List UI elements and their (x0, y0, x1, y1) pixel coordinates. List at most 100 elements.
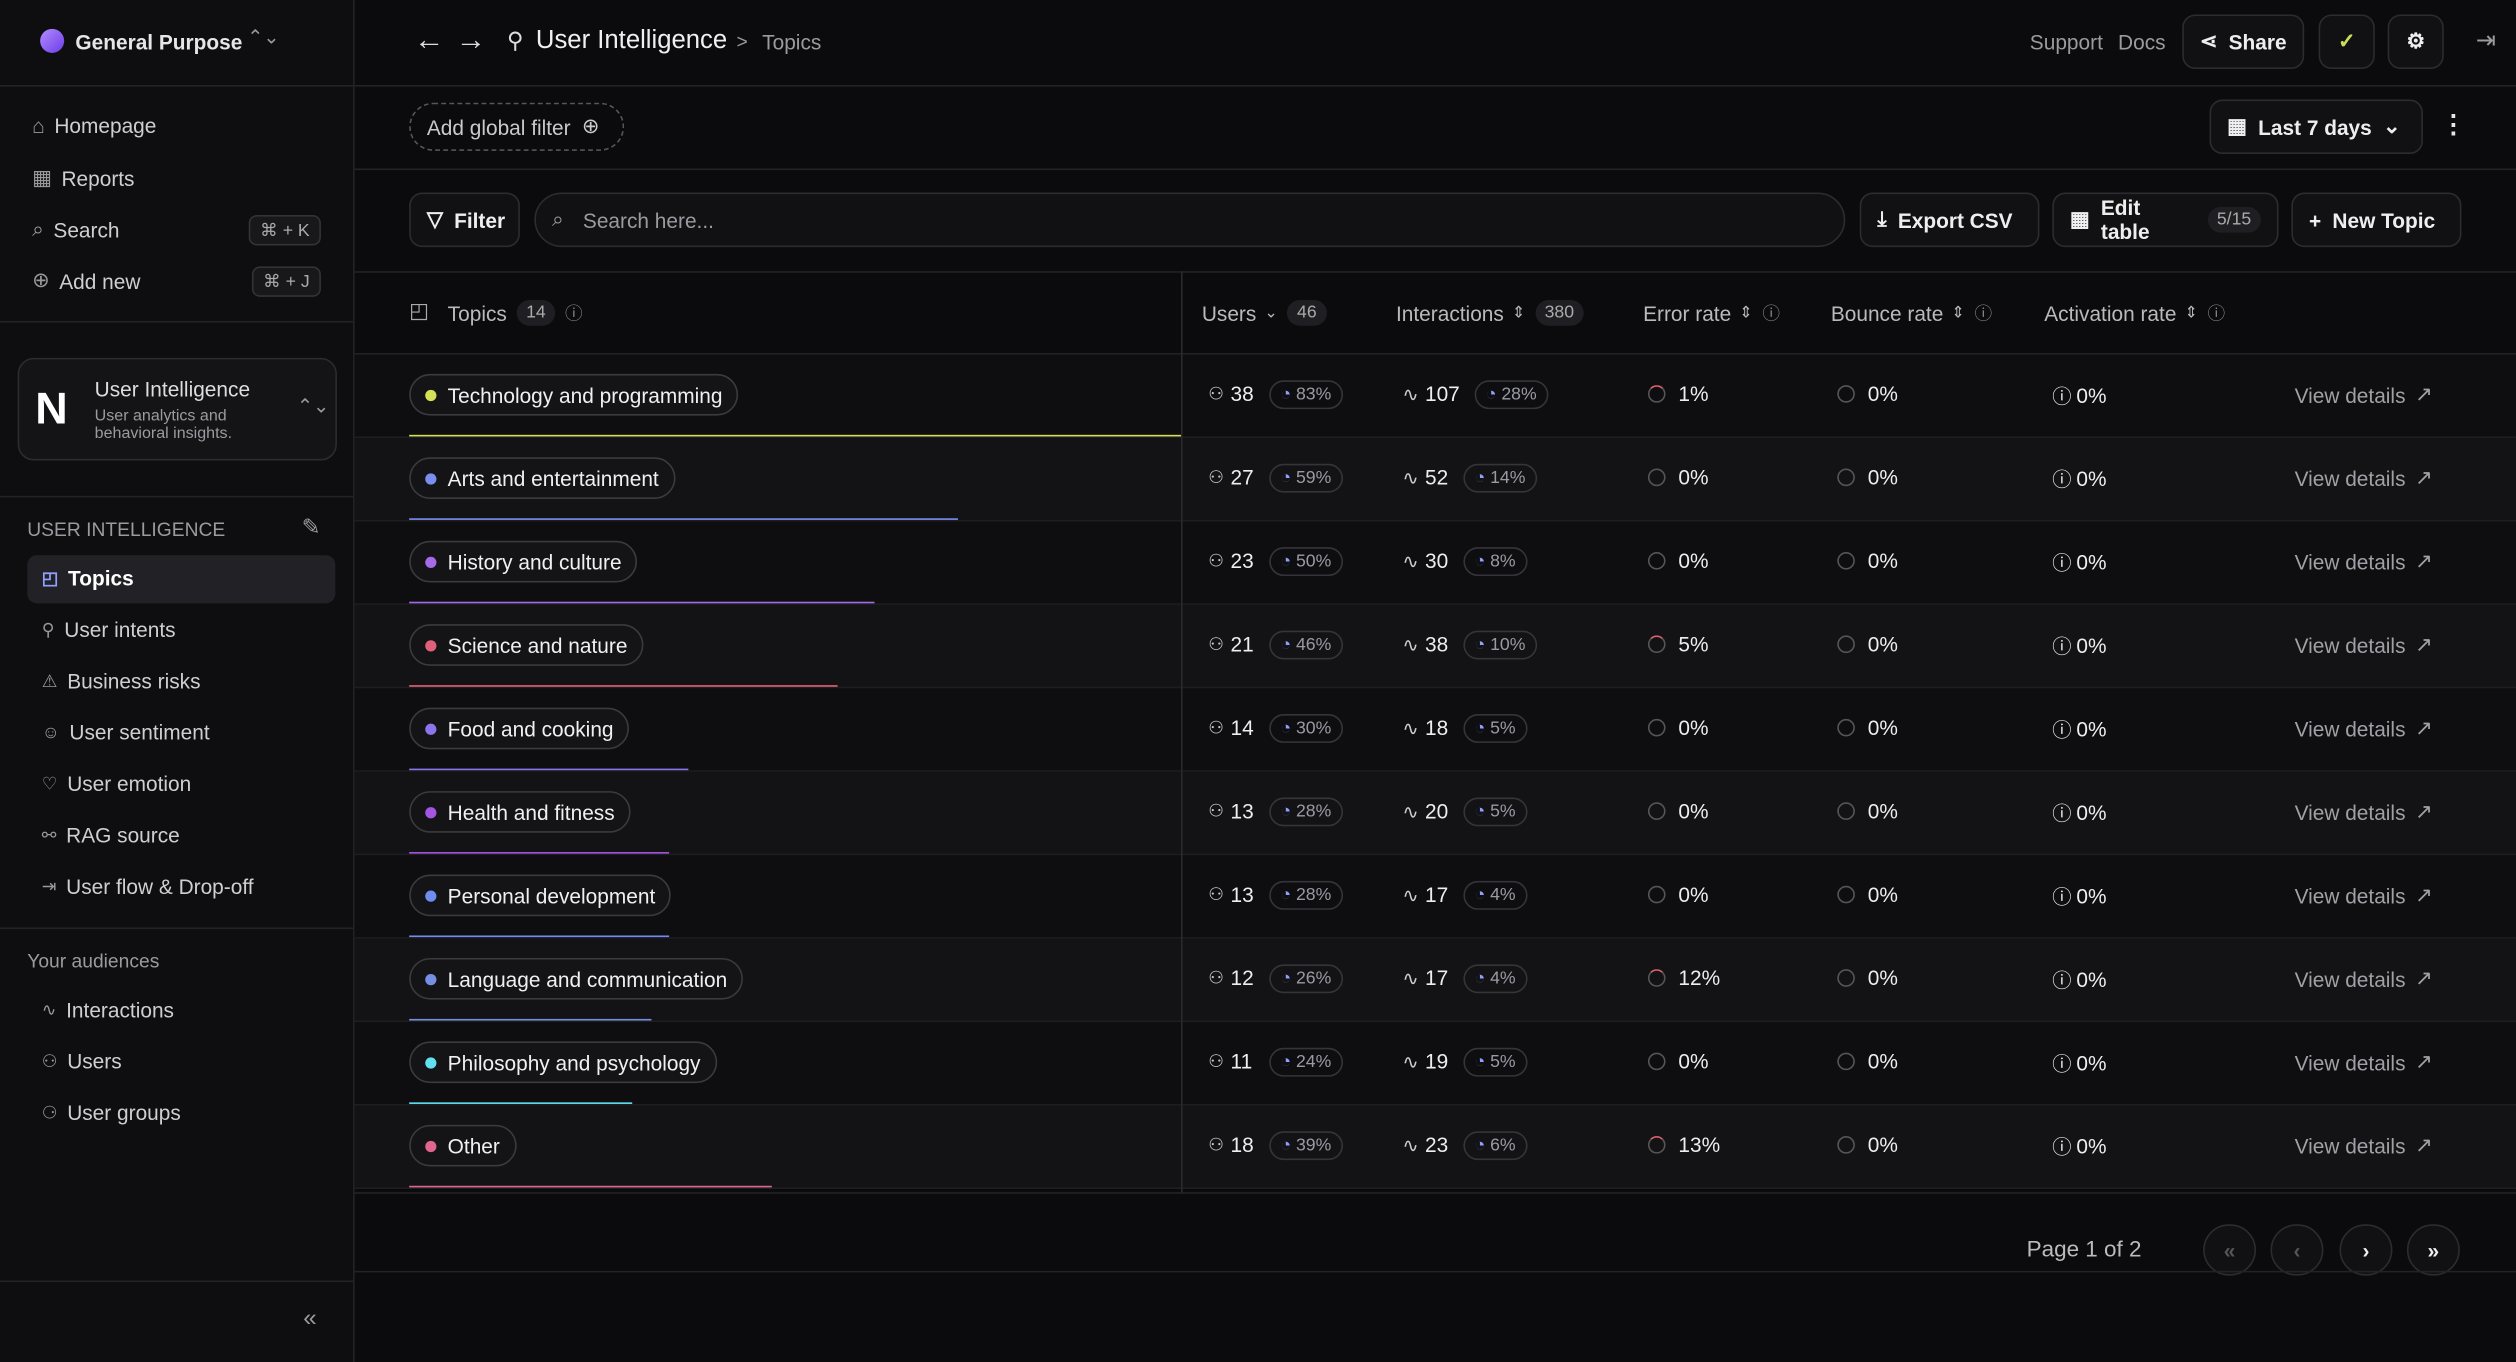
audience-item[interactable]: ⚆ User groups (42, 1101, 181, 1125)
export-button[interactable]: ⤓ Export CSV (1859, 192, 2040, 248)
section-item[interactable]: ◰ Topics (42, 566, 134, 590)
date-range-button[interactable]: ▦ Last 7 days ⌄ (2209, 99, 2423, 155)
topic-pill[interactable]: Philosophy and psychology (409, 1041, 717, 1084)
plus-icon: + (2309, 207, 2322, 232)
section-item[interactable]: ♡ User emotion (42, 772, 192, 796)
topic-name: Science and nature (447, 633, 628, 658)
column-header[interactable]: Users ⌄ 46 (1202, 300, 1327, 326)
search-input[interactable]: ⌕ Search here... (534, 192, 1846, 248)
view-details-link[interactable]: View details ↗ (2295, 1049, 2433, 1075)
bulb-icon: ⚲ (507, 27, 524, 53)
edit-icon[interactable]: ✎ (301, 513, 321, 540)
view-details-link[interactable]: View details ↗ (2295, 966, 2433, 992)
view-details-link[interactable]: View details ↗ (2295, 549, 2433, 575)
section-item[interactable]: ⚲ User intents (42, 618, 176, 642)
column-header[interactable]: Activation rate ⇕ ⓘ (2044, 300, 2225, 326)
edit-table-button[interactable]: ▦ Edit table 5/15 (2052, 192, 2279, 248)
users-share-bar (409, 851, 670, 854)
pie-icon: ◔ (1474, 969, 1486, 989)
view-details-link[interactable]: View details ↗ (2295, 883, 2433, 909)
pie-icon: ◔ (1474, 635, 1486, 655)
users-share-bar (409, 517, 958, 520)
error-ring (1647, 385, 1666, 403)
column-header[interactable]: Bounce rate ⇕ ⓘ (1831, 300, 1992, 326)
column-count: 46 (1287, 300, 1327, 326)
topic-pill[interactable]: Science and nature (409, 624, 644, 666)
users-share-label: 30% (1295, 718, 1332, 739)
topic-pill[interactable]: Language and communication (409, 957, 744, 1000)
first-page-button[interactable]: « (2203, 1224, 2257, 1276)
back-button[interactable]: ← (413, 24, 445, 58)
support-link[interactable]: Support (2029, 30, 2103, 55)
users-share-badge: ◔ 30% (1269, 714, 1343, 743)
share-button[interactable]: ⋖ Share (2182, 14, 2305, 69)
settings-button[interactable]: ⚙ (2387, 14, 2444, 69)
topic-pill[interactable]: Health and fitness (409, 791, 631, 833)
forward-button[interactable]: → (455, 24, 487, 58)
nav-item[interactable]: ⌕ Search (32, 217, 119, 243)
collapse-sidebar[interactable]: « (303, 1304, 317, 1332)
item-label: Users (67, 1049, 122, 1074)
breadcrumb-parent[interactable]: User Intelligence (535, 27, 728, 55)
topic-pill[interactable]: Arts and entertainment (409, 457, 675, 500)
view-details-label: View details (2294, 382, 2406, 407)
topic-pill[interactable]: Technology and programming (409, 373, 739, 416)
error-rate: 0% (1678, 548, 1709, 573)
users-count: 27 (1230, 465, 1254, 490)
activity-icon: ∿ (1402, 799, 1419, 823)
project-card[interactable]: N User Intelligence User analytics and b… (17, 357, 337, 461)
topic-pill[interactable]: Other (409, 1124, 516, 1167)
interactions-share-label: 6% (1490, 1136, 1516, 1156)
next-page-button[interactable]: › (2339, 1224, 2393, 1276)
nav-icon: ⌂ (32, 113, 45, 138)
workspace-name[interactable]: General Purpose (75, 30, 243, 55)
bounce-ring (1837, 468, 1855, 487)
activation-icon: ⓘ (2052, 718, 2072, 742)
audience-item[interactable]: ⚇ Users (42, 1049, 122, 1073)
topic-dot (425, 973, 437, 985)
filter-button[interactable]: ▽ Filter (409, 192, 520, 248)
view-details-link[interactable]: View details ↗ (2295, 716, 2433, 742)
users-icon: ⚇ (1208, 718, 1225, 739)
column-divider (1180, 271, 1183, 1194)
nav-item[interactable]: ▦ Reports (32, 165, 134, 191)
topic-pill[interactable]: Personal development (409, 874, 672, 917)
column-header[interactable]: Interactions ⇕ 380 (1396, 300, 1584, 326)
view-details-link[interactable]: View details ↗ (2295, 632, 2433, 658)
logout-button[interactable]: ⇥ (2475, 27, 2497, 55)
audiences-title: Your audiences (27, 949, 160, 973)
column-header[interactable]: Error rate ⇕ ⓘ (1643, 300, 1780, 326)
topic-dot (425, 889, 437, 901)
users-share-badge: ◔ 39% (1269, 1131, 1343, 1161)
view-details-link[interactable]: View details ↗ (2295, 1133, 2433, 1159)
audience-item[interactable]: ∿ Interactions (42, 998, 174, 1022)
topic-pill[interactable]: History and culture (409, 540, 638, 583)
topic-pill[interactable]: Food and cooking (409, 707, 630, 750)
docs-link[interactable]: Docs (2118, 30, 2166, 55)
view-details-link[interactable]: View details ↗ (2295, 382, 2433, 408)
section-item[interactable]: ☺ User sentiment (42, 720, 210, 744)
error-rate-cell: 12% (1647, 966, 1720, 990)
global-filter-button[interactable]: Add global filter ⊕ (409, 102, 625, 151)
nav-active-bg (27, 555, 336, 604)
activity-icon: ∿ (1402, 966, 1419, 990)
nav-item[interactable]: ⌂ Homepage (32, 114, 156, 138)
section-item[interactable]: ⇥ User flow & Drop-off (42, 875, 254, 899)
prev-page-button[interactable]: ‹ (2270, 1224, 2324, 1276)
bounce-ring (1837, 969, 1855, 987)
section-item[interactable]: ⚠ Business risks (42, 669, 201, 693)
topic-name: Arts and entertainment (447, 466, 659, 491)
section-item[interactable]: ⚯ RAG source (42, 823, 180, 847)
section-title: USER INTELLIGENCE (27, 518, 226, 541)
error-rate-cell: 1% (1647, 382, 1709, 406)
last-page-button[interactable]: » (2406, 1224, 2460, 1276)
more-button[interactable]: ⋮ (2440, 112, 2467, 140)
nav-item[interactable]: ⊕ Add new (32, 268, 140, 294)
interactions-share-label: 8% (1490, 551, 1516, 572)
new-topic-button[interactable]: + New Topic (2291, 192, 2462, 248)
workspace-switch[interactable]: ⌃⌄ (247, 25, 280, 49)
status-button[interactable]: ✓ (2318, 14, 2375, 69)
view-details-link[interactable]: View details ↗ (2295, 465, 2433, 491)
view-details-link[interactable]: View details ↗ (2295, 799, 2433, 825)
interactions-share-badge: ◔ 5% (1463, 714, 1527, 743)
